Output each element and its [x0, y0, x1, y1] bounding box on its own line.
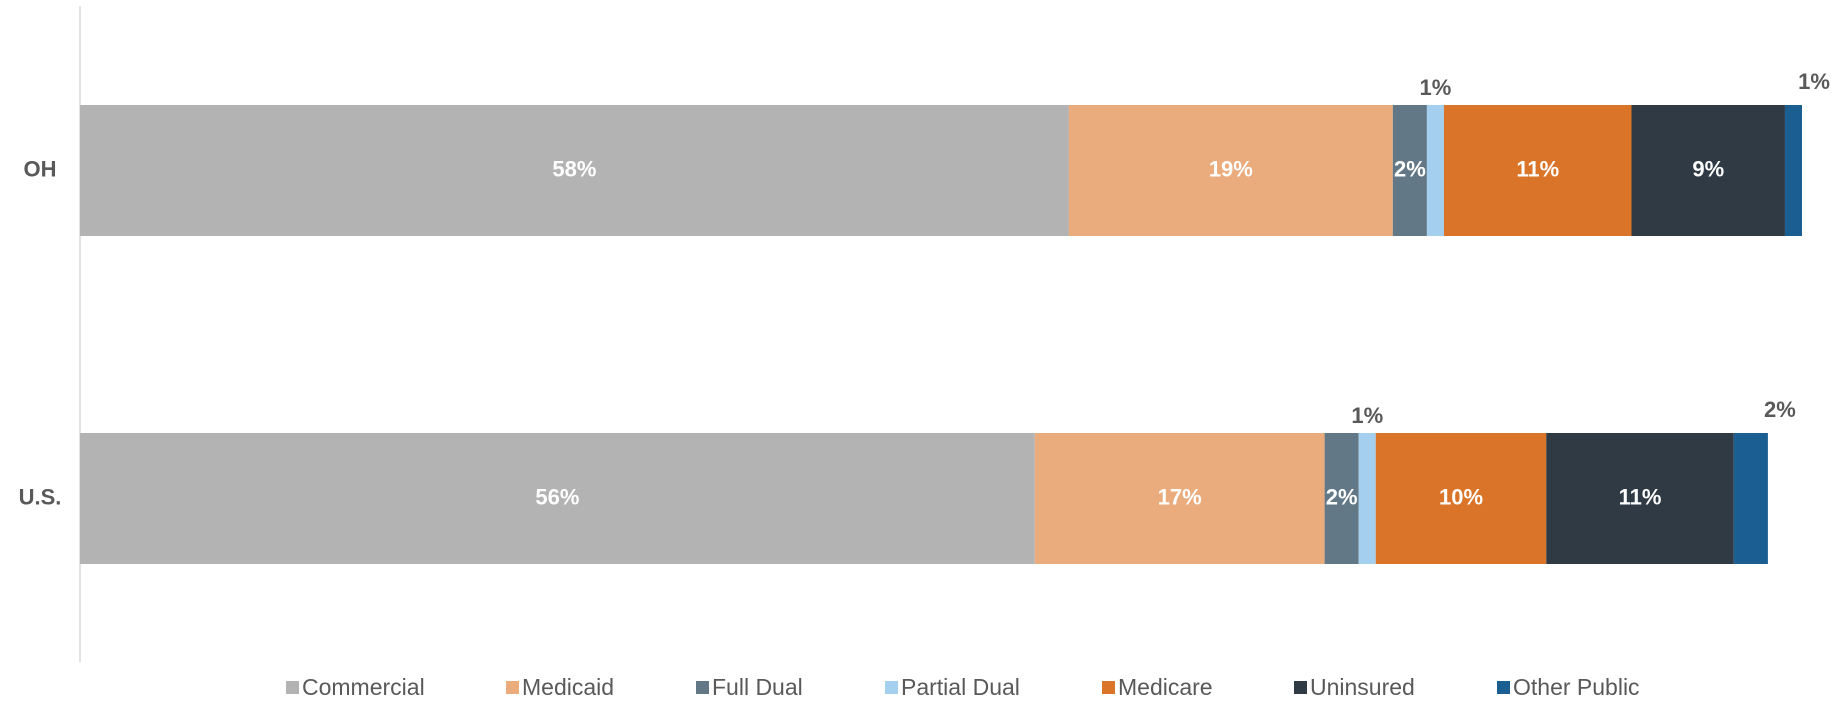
legend-swatch — [1102, 681, 1115, 694]
legend-label: Other Public — [1513, 674, 1640, 700]
data-label: 56% — [535, 484, 579, 509]
legend-label: Uninsured — [1310, 674, 1415, 700]
data-label: 17% — [1158, 484, 1202, 509]
data-label: 11% — [1619, 484, 1662, 509]
bar-segment — [1324, 433, 1359, 564]
bar-segment — [1375, 433, 1547, 564]
bar-segment — [1784, 105, 1802, 236]
category-label: U.S. — [19, 484, 62, 509]
bar-segment — [1034, 433, 1325, 564]
bar-segment — [1443, 105, 1632, 236]
legend-label: Partial Dual — [901, 674, 1020, 700]
data-label: 1% — [1420, 75, 1452, 100]
data-label: 2% — [1326, 484, 1358, 509]
bar-segment — [1068, 105, 1393, 236]
bar-segment — [80, 105, 1069, 236]
data-label: 9% — [1692, 156, 1724, 181]
legend-label: Medicare — [1118, 674, 1213, 700]
legend-swatch — [1294, 681, 1307, 694]
data-label: 10% — [1439, 484, 1483, 509]
legend-swatch — [1497, 681, 1510, 694]
category-label: OH — [24, 156, 57, 181]
legend-swatch — [286, 681, 299, 694]
legend-label: Medicaid — [522, 674, 614, 700]
legend-swatch — [506, 681, 519, 694]
bar-segment — [1631, 105, 1785, 236]
bar-segment — [1546, 433, 1734, 564]
data-label: 58% — [552, 156, 596, 181]
data-label: 11% — [1516, 156, 1559, 181]
legend-swatch — [885, 681, 898, 694]
legend-swatch — [696, 681, 709, 694]
data-label: 1% — [1351, 403, 1383, 428]
bar-segment — [1426, 105, 1444, 236]
bar-segment — [80, 433, 1035, 564]
data-label: 2% — [1394, 156, 1426, 181]
legend-label: Commercial — [302, 674, 425, 700]
bar-segment — [1358, 433, 1376, 564]
data-label: 19% — [1209, 156, 1253, 181]
data-label: 2% — [1764, 397, 1796, 422]
bar-segment — [1733, 433, 1768, 564]
data-label: 1% — [1798, 69, 1830, 94]
bar-segment — [1392, 105, 1427, 236]
legend-label: Full Dual — [712, 674, 803, 700]
